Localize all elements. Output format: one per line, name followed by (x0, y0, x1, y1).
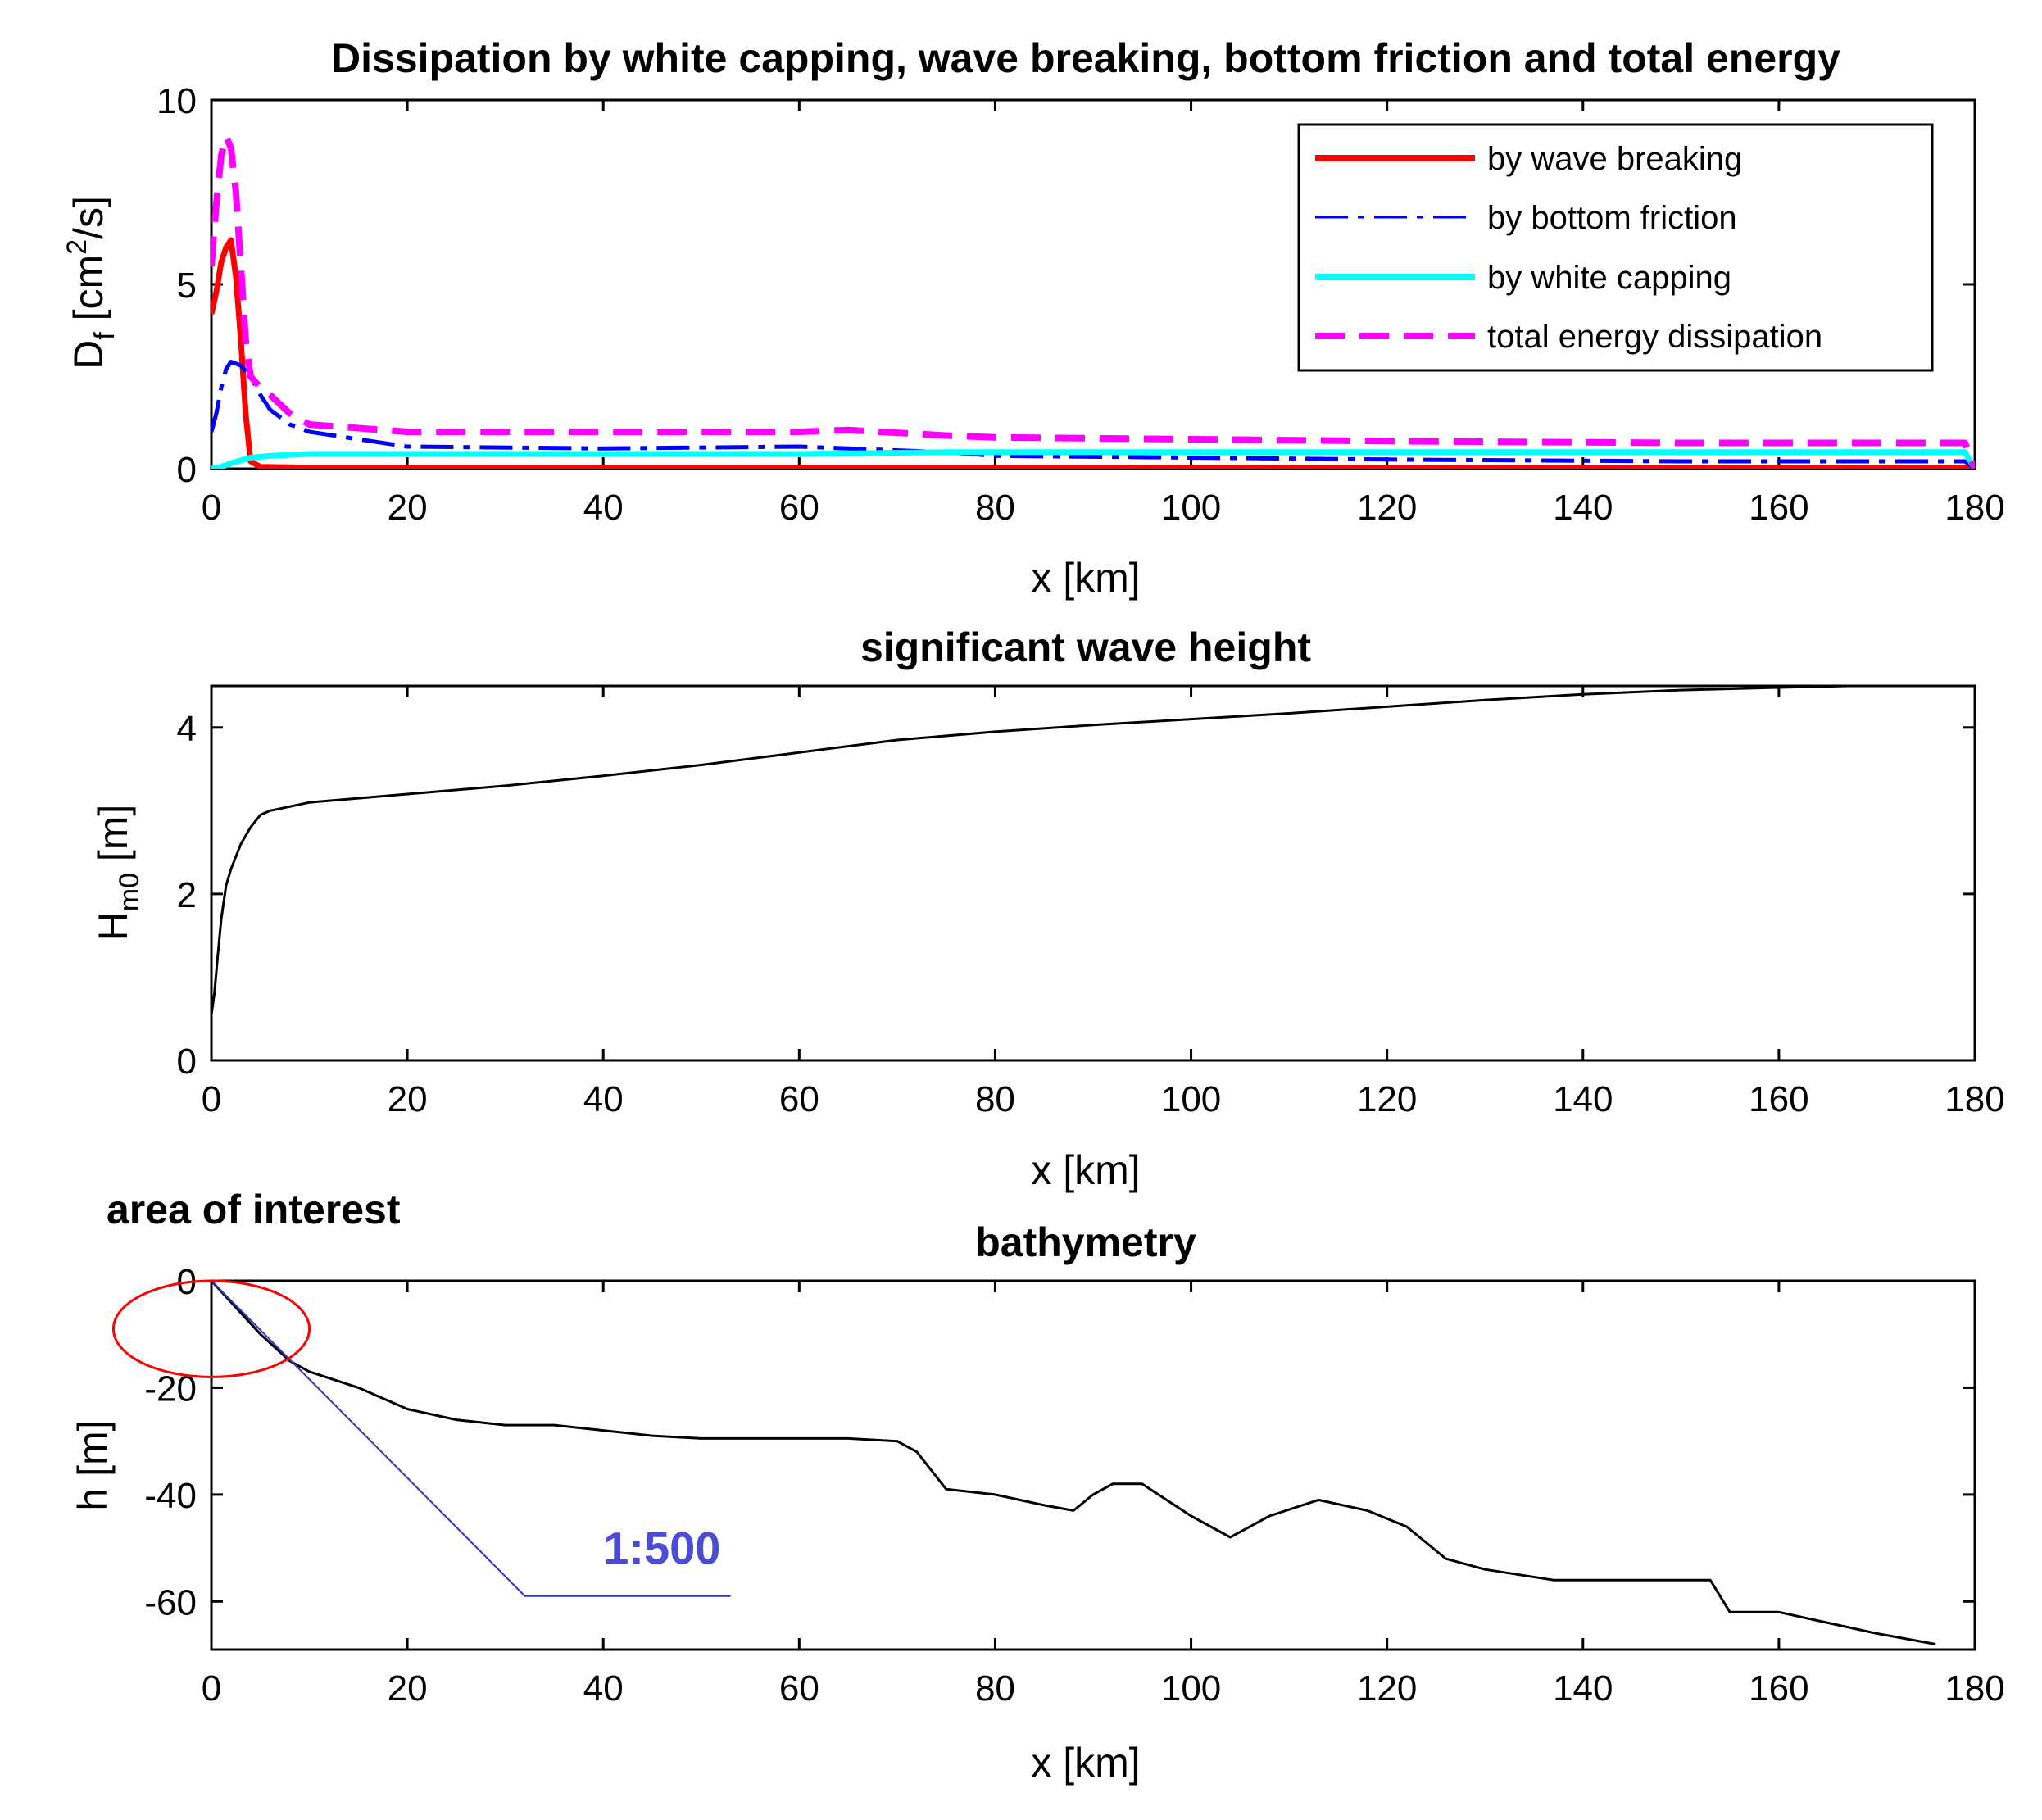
dissipation-y-ticks: 0 5 10 (157, 81, 1975, 490)
bathymetry-x-tick-label: 20 (388, 1668, 428, 1709)
dissipation-series-by-wave-breaking (211, 237, 1975, 469)
dissipation-x-tick-label: 120 (1357, 488, 1417, 528)
dissipation-series-by-bottom-friction (211, 360, 1975, 469)
dissipation-y-tick-label: 5 (177, 266, 197, 306)
dissipation-x-tick-label: 0 (202, 488, 221, 528)
area-of-interest-label: area of interest (107, 1187, 401, 1232)
bathymetry-title: bathymetry (975, 1219, 1196, 1265)
dissipation-x-tick-label: 80 (975, 488, 1015, 528)
wave-height-x-tick-label: 100 (1161, 1079, 1221, 1119)
legend-label-bottom-friction: by bottom friction (1487, 200, 1737, 236)
wave-height-x-tick-label: 80 (975, 1079, 1015, 1119)
wave-height-x-ticks: 0 20 40 60 80 100 120 140 160 180 (202, 686, 2005, 1119)
panel-bathymetry: area of interest bathymetry 0 20 40 60 80 100… (70, 1187, 2005, 1786)
wave-height-ylabel-unit: [m] (90, 805, 136, 873)
panel-wave-height: significant wave height 0 20 40 60 80 100 120 1… (90, 624, 2005, 1193)
bathymetry-series-1-500-slope (211, 1280, 731, 1597)
dissipation-y-axis-label: Df [cm2/s] (61, 196, 120, 370)
wave-height-x-axis-label: x [km] (1031, 1147, 1140, 1193)
dissipation-y-tick-label: 10 (157, 81, 197, 121)
wave-height-y-tick-label: 0 (177, 1042, 197, 1082)
bathymetry-x-tick-label: 80 (975, 1668, 1015, 1709)
dissipation-x-tick-label: 100 (1161, 488, 1221, 528)
wave-height-y-axis-label: Hm0 [m] (90, 805, 145, 942)
wave-height-x-tick-label: 140 (1553, 1079, 1613, 1119)
bathymetry-x-tick-label: 100 (1161, 1668, 1221, 1709)
legend-label-total-dissipation: total energy dissipation (1487, 319, 1822, 355)
bathymetry-plot-area (210, 1279, 1976, 1651)
dissipation-x-tick-label: 180 (1944, 488, 2004, 528)
dissipation-ylabel-sup: 2 (61, 239, 93, 255)
wave-height-x-tick-label: 0 (202, 1079, 221, 1119)
dissipation-x-tick-label: 140 (1553, 488, 1613, 528)
bathymetry-y-ticks: 0-20-40-60 (144, 1262, 1975, 1623)
wave-height-x-tick-label: 180 (1944, 1079, 2004, 1119)
bathymetry-x-axis-label: x [km] (1031, 1740, 1140, 1786)
wave-height-y-tick-label: 2 (177, 875, 197, 915)
dissipation-x-tick-label: 40 (583, 488, 624, 528)
bathymetry-x-tick-label: 120 (1357, 1668, 1417, 1709)
wave-height-title: significant wave height (860, 624, 1311, 670)
bathymetry-x-tick-label: 40 (583, 1668, 624, 1709)
wave-height-ylabel-main: H (90, 911, 136, 941)
wave-height-x-tick-label: 60 (779, 1079, 819, 1119)
wave-height-series-hm0 (210, 684, 1848, 1015)
wave-height-x-tick-label: 120 (1357, 1079, 1417, 1119)
wave-height-plot-area (210, 684, 1976, 1062)
dissipation-x-ticks: 0 20 40 60 80 100 120 140 160 180 (202, 100, 2005, 528)
wave-height-x-tick-label: 20 (388, 1079, 428, 1119)
dissipation-ylabel-unit-post: /s] (66, 196, 111, 239)
wave-height-ylabel-sub: m0 (114, 873, 145, 911)
bathymetry-x-tick-label: 140 (1553, 1668, 1613, 1709)
area-of-interest-ellipse (111, 1279, 311, 1378)
bathymetry-x-tick-label: 160 (1749, 1668, 1808, 1709)
dissipation-ylabel-sub: f (89, 332, 120, 340)
legend-label-white-capping: by white capping (1487, 260, 1731, 296)
bathymetry-x-tick-label: 60 (779, 1668, 819, 1709)
dissipation-series (211, 134, 1975, 469)
bathymetry-x-tick-label: 0 (202, 1668, 221, 1709)
legend-label-wave-breaking: by wave breaking (1487, 141, 1742, 177)
dissipation-ylabel-main: D (66, 340, 111, 370)
wave-height-y-ticks: 0 2 4 (177, 709, 1975, 1082)
dissipation-x-axis-label: x [km] (1031, 555, 1140, 601)
dissipation-series-by-white-capping (211, 449, 1975, 469)
bathymetry-y-tick-label: -40 (144, 1476, 197, 1516)
wave-height-x-tick-label: 40 (583, 1079, 624, 1119)
dissipation-series-total-energy-dissipation (211, 134, 1975, 469)
bathymetry-series (210, 1279, 1936, 1645)
wave-height-x-tick-label: 160 (1749, 1079, 1808, 1119)
wave-height-series (210, 684, 1848, 1015)
dissipation-x-tick-label: 160 (1749, 488, 1808, 528)
bathymetry-y-axis-label: h [m] (70, 1419, 116, 1510)
dissipation-legend: by wave breaking by bottom friction by w… (1297, 123, 1934, 372)
bathymetry-y-tick-label: -60 (144, 1582, 197, 1623)
bathymetry-series-bathymetry (210, 1279, 1936, 1645)
bathymetry-x-ticks: 0 20 40 60 80 100 120 140 160 180 (202, 1281, 2005, 1709)
legend-box (1297, 123, 1934, 372)
dissipation-x-tick-label: 60 (779, 488, 819, 528)
panel-dissipation: Dissipation by white capping, wave break… (61, 35, 2005, 601)
dissipation-x-tick-label: 20 (388, 488, 428, 528)
bathymetry-x-tick-label: 180 (1944, 1668, 2004, 1709)
slope-1-500-label: 1:500 (603, 1523, 720, 1574)
dissipation-y-tick-label: 0 (177, 450, 197, 490)
dissipation-title: Dissipation by white capping, wave break… (331, 35, 1840, 81)
wave-height-y-tick-label: 4 (177, 709, 197, 749)
dissipation-ylabel-unit-pre: [cm (66, 255, 111, 332)
